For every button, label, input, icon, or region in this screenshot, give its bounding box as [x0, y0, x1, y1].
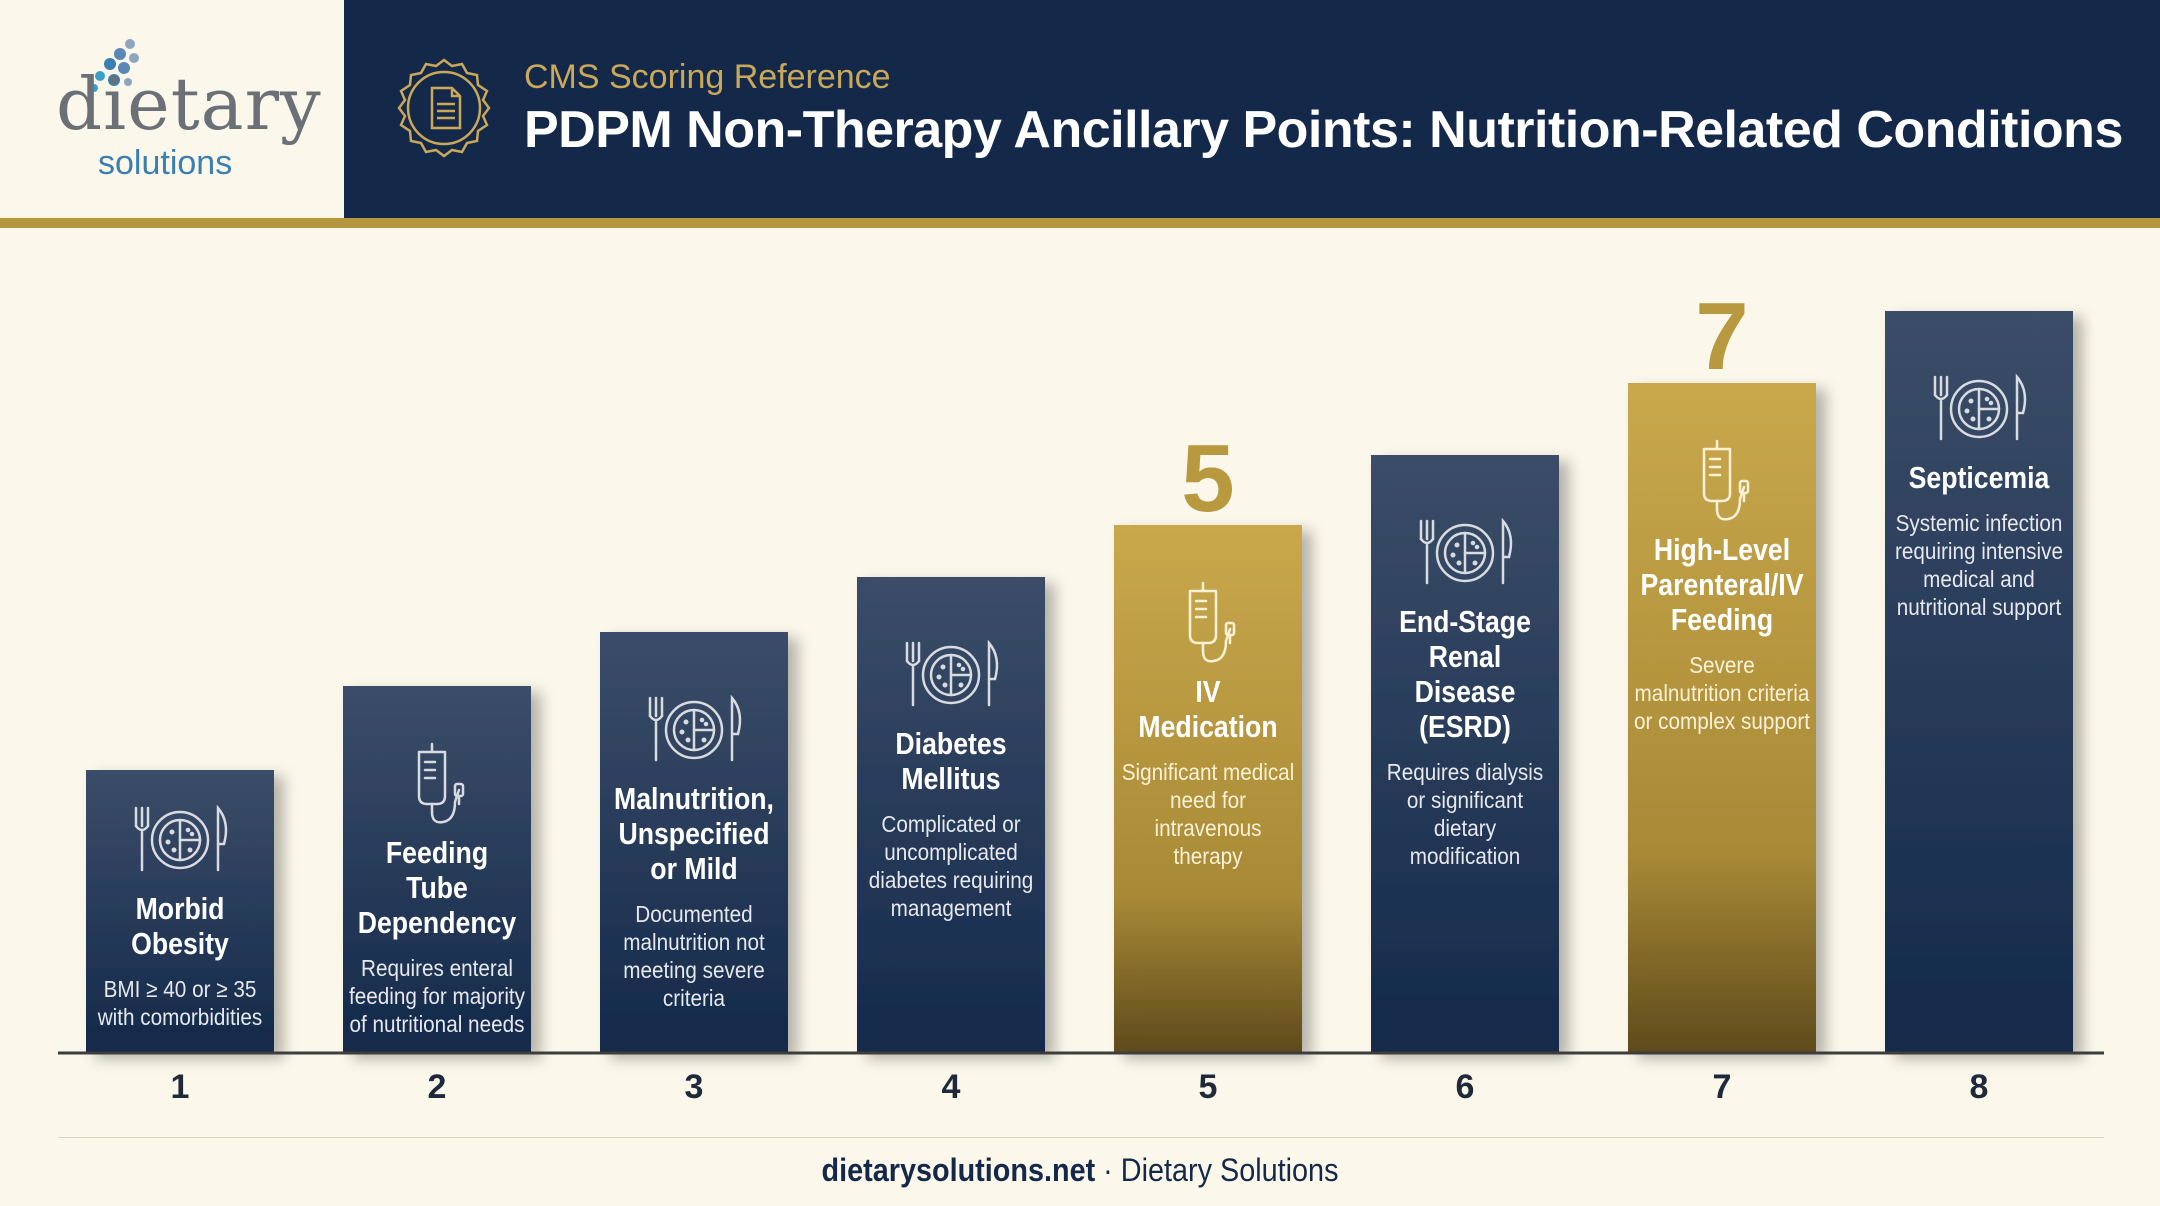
bar-description: BMI ≥ 40 or ≥ 35 with comorbidities	[97, 976, 263, 1030]
bar-5	[1114, 525, 1302, 1053]
bar-7	[1628, 383, 1816, 1053]
tick-label-6: 6	[1456, 1068, 1475, 1106]
bar-label: Diabetes Mellitus	[895, 726, 1007, 796]
bar-text-5: IV Medication Significant medical need fo…	[1110, 674, 1306, 870]
bar-description: Significant medical need for intravenous…	[1121, 759, 1295, 869]
page-title: PDPM Non-Therapy Ancillary Points: Nutri…	[524, 101, 2123, 159]
tick-label-7: 7	[1713, 1068, 1732, 1106]
bar-label: Malnutrition, Unspecified or Mild	[614, 781, 774, 886]
bar-description: Severe malnutrition criteria or complex …	[1633, 652, 1811, 734]
bar-label: End-Stage Renal Disease (ESRD)	[1399, 604, 1531, 744]
bar-label: Morbid Obesity	[131, 891, 229, 961]
footer: dietarysolutions.net · Dietary Solutions	[108, 1152, 2052, 1189]
document-seal-icon	[397, 58, 491, 158]
tick-label-3: 3	[685, 1068, 704, 1106]
tick-label-5: 5	[1199, 1068, 1218, 1106]
bar-text-3: Malnutrition, Unspecified or Mild Documen…	[596, 781, 792, 1012]
bar-label: Septicemia	[1908, 460, 2050, 495]
bar-value-label-5: 5	[1181, 425, 1234, 532]
points-bar-chart: 5 7 1 2 3 4 5 6 7 8 Morbid Obesity BMI ≥ 40 or ≥ …	[0, 228, 2160, 1128]
bar-8	[1885, 311, 2073, 1053]
tick-label-2: 2	[428, 1068, 447, 1106]
bar-description: Requires enteral feeding for majority of…	[348, 955, 526, 1037]
bar-description: Documented malnutrition not meeting seve…	[623, 901, 765, 1011]
bar-label: IV Medication	[1138, 674, 1278, 744]
bar-text-4: Diabetes Mellitus Complicated or uncompli…	[853, 726, 1049, 922]
bar-label: High-Level Parenteral/IV Feeding	[1640, 532, 1804, 637]
bar-value-label-7: 7	[1695, 283, 1748, 390]
footer-divider	[58, 1137, 2104, 1138]
footer-site: dietarysolutions.net	[821, 1152, 1096, 1188]
logo-wordmark: dietary	[56, 62, 322, 146]
bar-text-1: Morbid Obesity BMI ≥ 40 or ≥ 35 with como…	[82, 891, 278, 1031]
bar-description: Complicated or uncomplicated diabetes re…	[868, 811, 1034, 921]
footer-brand: Dietary Solutions	[1120, 1152, 1339, 1188]
header-banner	[344, 0, 2160, 218]
tick-label-1: 1	[171, 1068, 190, 1106]
footer-separator: ·	[1103, 1152, 1113, 1188]
logo-tagline: solutions	[98, 144, 233, 182]
bar-label: Feeding Tube Dependency	[357, 835, 517, 940]
header-subtitle: CMS Scoring Reference	[524, 58, 891, 96]
bar-1	[86, 770, 274, 1053]
bar-description: Systemic infection requiring intensive m…	[1894, 510, 2063, 620]
logo-dots-icon	[90, 39, 139, 92]
bar-text-2: Feeding Tube Dependency Requires enteral …	[339, 835, 535, 1038]
chart-canvas: 5 7 1 2 3 4 5 6 7 8	[58, 283, 2104, 1106]
tick-label-4: 4	[942, 1068, 961, 1106]
bar-text-6: End-Stage Renal Disease (ESRD) Requires d…	[1367, 604, 1563, 870]
bar-text-7: High-Level Parenteral/IV Feeding Severe m…	[1624, 532, 1820, 735]
bar-text-8: Septicemia Systemic infection requiring i…	[1881, 460, 2077, 621]
bar-description: Requires dialysis or significant dietary…	[1386, 759, 1544, 869]
bar-2	[343, 686, 531, 1053]
header-divider	[0, 218, 2160, 228]
logo: dietary solutions	[0, 0, 344, 218]
tick-label-8: 8	[1970, 1068, 1989, 1106]
